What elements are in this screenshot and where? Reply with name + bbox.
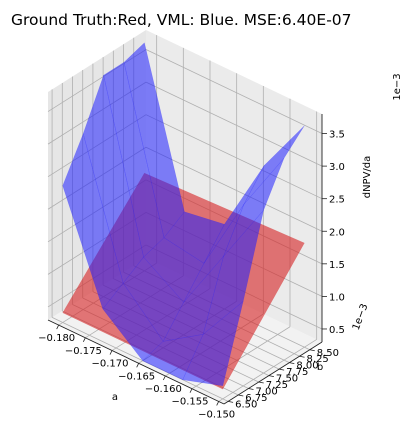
y-tick-mark xyxy=(299,355,305,358)
grid-line-z-back xyxy=(145,81,323,167)
x-tick-label: −0.165 xyxy=(118,371,155,382)
y-axis-label: b xyxy=(317,362,323,373)
z-tick-label: 2.5 xyxy=(329,195,345,206)
surface-patch-vml xyxy=(243,125,305,205)
tick-marks xyxy=(56,133,327,406)
z-tick-label: 3.0 xyxy=(329,162,345,173)
y-tick-mark xyxy=(268,375,274,377)
grid-line-z-back xyxy=(145,114,323,200)
z-offset-label: 1e−3 xyxy=(392,73,403,100)
axis-edges xyxy=(47,114,323,405)
x-tick-mark xyxy=(82,337,86,342)
z-tick-label: 1.0 xyxy=(329,292,345,303)
grid-line-z-back xyxy=(145,146,323,232)
y-tick-mark xyxy=(279,368,285,371)
y-tick-label: 7.50 xyxy=(276,374,298,385)
x-axis-label: a xyxy=(112,392,118,403)
x-tick-mark xyxy=(109,350,113,355)
z-tick-label: 3.5 xyxy=(329,130,345,141)
y-tick-label: 7.75 xyxy=(286,367,308,378)
axis-labels: −0.180 −0.175 −0.170−0.165 −0.160 −0.155−0.1… xyxy=(38,73,403,420)
grid-line-y-floor xyxy=(51,317,229,402)
x-tick-mark xyxy=(56,324,60,330)
x-tick-label: −0.175 xyxy=(65,346,102,357)
x-tick-label: −0.150 xyxy=(198,409,235,420)
x-tick-mark xyxy=(136,363,140,368)
y-tick-label: 8.25 xyxy=(307,354,329,365)
z-tick-label: 1.5 xyxy=(329,260,345,271)
y-tick-mark xyxy=(289,362,295,365)
x-tick-label: −0.170 xyxy=(91,359,128,370)
x-tick-mark xyxy=(216,401,220,406)
surfaces xyxy=(62,42,305,390)
chart-title: Ground Truth:Red, VML: Blue. MSE:6.40E-0… xyxy=(11,11,352,29)
y-tick-mark xyxy=(238,394,244,397)
x-tick-label: −0.180 xyxy=(38,333,75,344)
x-axis-line xyxy=(47,319,225,405)
z-tick-label: 2.0 xyxy=(329,227,345,238)
y-tick-mark xyxy=(248,388,254,390)
y-tick-label: 7.25 xyxy=(266,380,288,391)
grid-line-z-back xyxy=(145,49,323,134)
x-tick-mark xyxy=(189,388,193,393)
y-tick-label: 7.00 xyxy=(256,387,278,398)
y-tick-label: 6.75 xyxy=(245,393,267,404)
x-tick-label: −0.155 xyxy=(171,397,208,408)
y-tick-label: 8.50 xyxy=(317,348,339,359)
y-tick-mark xyxy=(309,349,315,352)
z-tick-label: 0.5 xyxy=(329,325,345,336)
x-tick-mark xyxy=(162,375,166,381)
y-tick-mark xyxy=(228,401,234,403)
grid-line-x-floor xyxy=(218,339,317,402)
y-offset-label: 1e−3 xyxy=(351,302,371,331)
z-axis-label: dNPV/da xyxy=(362,156,373,199)
y-tick-label: 8.00 xyxy=(296,361,318,372)
y-tick-mark xyxy=(258,381,264,384)
y-axis-line xyxy=(223,341,323,405)
y-tick-label: 6.50 xyxy=(235,399,257,410)
x-tick-label: −0.160 xyxy=(145,384,182,395)
